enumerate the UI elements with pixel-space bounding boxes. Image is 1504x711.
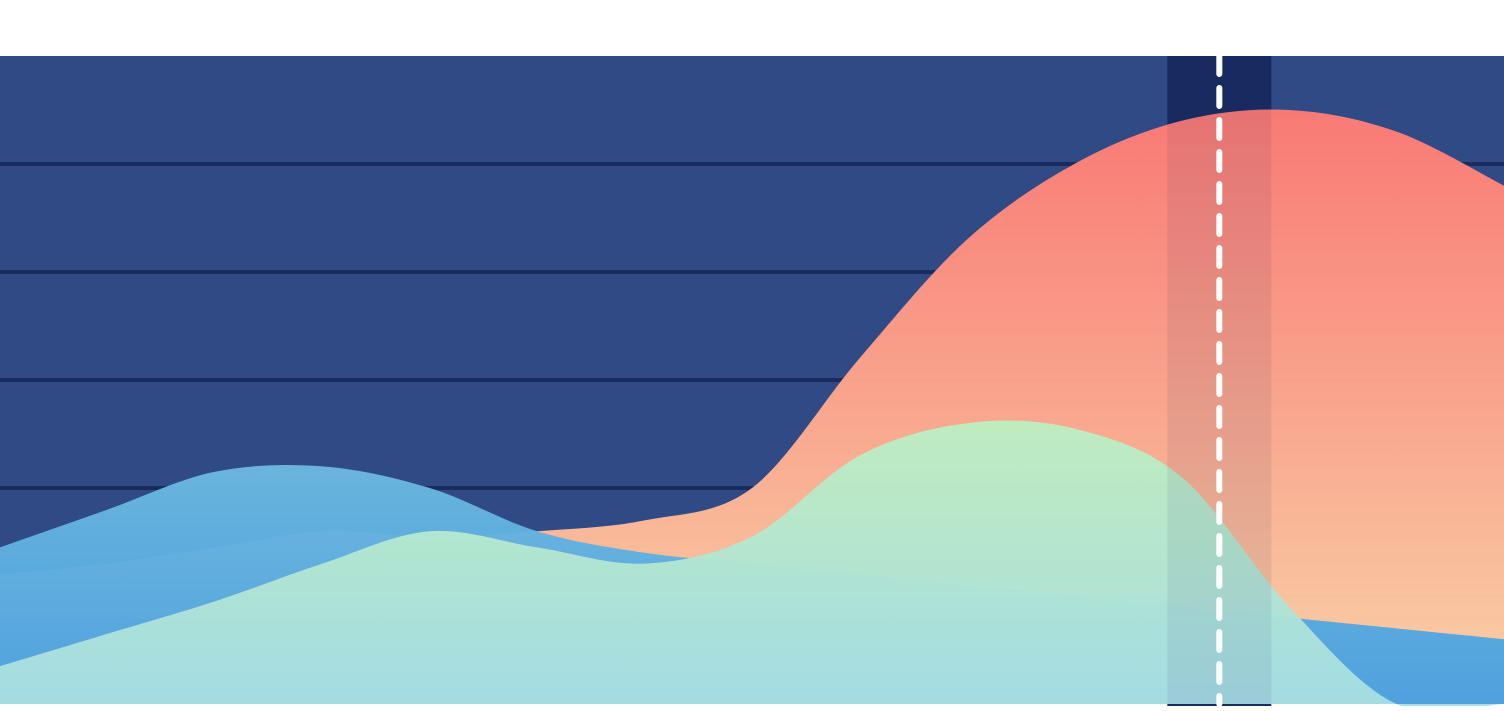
series-area-2: [0, 420, 1504, 711]
